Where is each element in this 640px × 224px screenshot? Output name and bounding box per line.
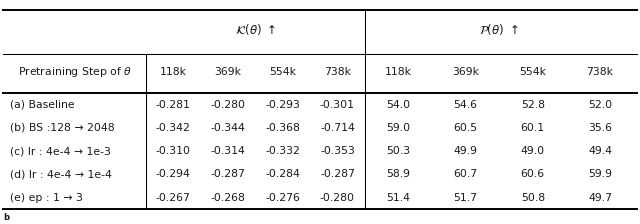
Text: 554k: 554k [269,67,296,77]
Text: 60.6: 60.6 [521,170,545,179]
Text: (c) lr : 4e-4 → 1e-3: (c) lr : 4e-4 → 1e-3 [10,146,111,156]
Text: 51.7: 51.7 [454,193,477,203]
Text: -0.714: -0.714 [320,123,355,133]
Text: $\mathbf{b}$: $\mathbf{b}$ [3,211,11,222]
Text: -0.280: -0.280 [211,100,246,110]
Text: 118k: 118k [160,67,187,77]
Text: -0.281: -0.281 [156,100,191,110]
Text: 54.0: 54.0 [387,100,410,110]
Text: 49.9: 49.9 [454,146,477,156]
Text: (b) BS :128 → 2048: (b) BS :128 → 2048 [10,123,114,133]
Text: -0.353: -0.353 [320,146,355,156]
Text: (e) ep : 1 → 3: (e) ep : 1 → 3 [10,193,83,203]
Text: -0.293: -0.293 [266,100,300,110]
Text: 738k: 738k [324,67,351,77]
Text: -0.267: -0.267 [156,193,191,203]
Text: Pretraining Step of $\theta$: Pretraining Step of $\theta$ [18,65,131,79]
Text: 52.8: 52.8 [521,100,545,110]
Text: 554k: 554k [519,67,547,77]
Text: $\mathcal{K}(\theta)$ $\uparrow$: $\mathcal{K}(\theta)$ $\uparrow$ [235,22,276,37]
Text: -0.310: -0.310 [156,146,191,156]
Text: 50.3: 50.3 [387,146,410,156]
Text: 59.0: 59.0 [387,123,410,133]
Text: -0.332: -0.332 [266,146,300,156]
Text: 49.7: 49.7 [588,193,612,203]
Text: 738k: 738k [586,67,614,77]
Text: 54.6: 54.6 [454,100,477,110]
Text: -0.280: -0.280 [320,193,355,203]
Text: 51.4: 51.4 [387,193,410,203]
Text: -0.287: -0.287 [320,170,355,179]
Text: -0.314: -0.314 [211,146,245,156]
Text: 52.0: 52.0 [588,100,612,110]
Text: 369k: 369k [214,67,241,77]
Text: 59.9: 59.9 [588,170,612,179]
Text: 50.8: 50.8 [521,193,545,203]
Text: 60.1: 60.1 [521,123,545,133]
Text: 49.0: 49.0 [521,146,545,156]
Text: -0.294: -0.294 [156,170,191,179]
Text: 49.4: 49.4 [588,146,612,156]
Text: 35.6: 35.6 [588,123,612,133]
Text: -0.344: -0.344 [211,123,245,133]
Text: -0.287: -0.287 [211,170,245,179]
Text: -0.276: -0.276 [266,193,300,203]
Text: 369k: 369k [452,67,479,77]
Text: 118k: 118k [385,67,412,77]
Text: (a) Baseline: (a) Baseline [10,100,74,110]
Text: $\mathcal{P}(\theta)$ $\uparrow$: $\mathcal{P}(\theta)$ $\uparrow$ [479,22,519,37]
Text: -0.342: -0.342 [156,123,191,133]
Text: (d) lr : 4e-4 → 1e-4: (d) lr : 4e-4 → 1e-4 [10,170,111,179]
Text: -0.284: -0.284 [266,170,300,179]
Text: 60.5: 60.5 [454,123,477,133]
Text: -0.368: -0.368 [266,123,300,133]
Text: 60.7: 60.7 [454,170,477,179]
Text: -0.301: -0.301 [320,100,355,110]
Text: 58.9: 58.9 [387,170,410,179]
Text: -0.268: -0.268 [211,193,245,203]
